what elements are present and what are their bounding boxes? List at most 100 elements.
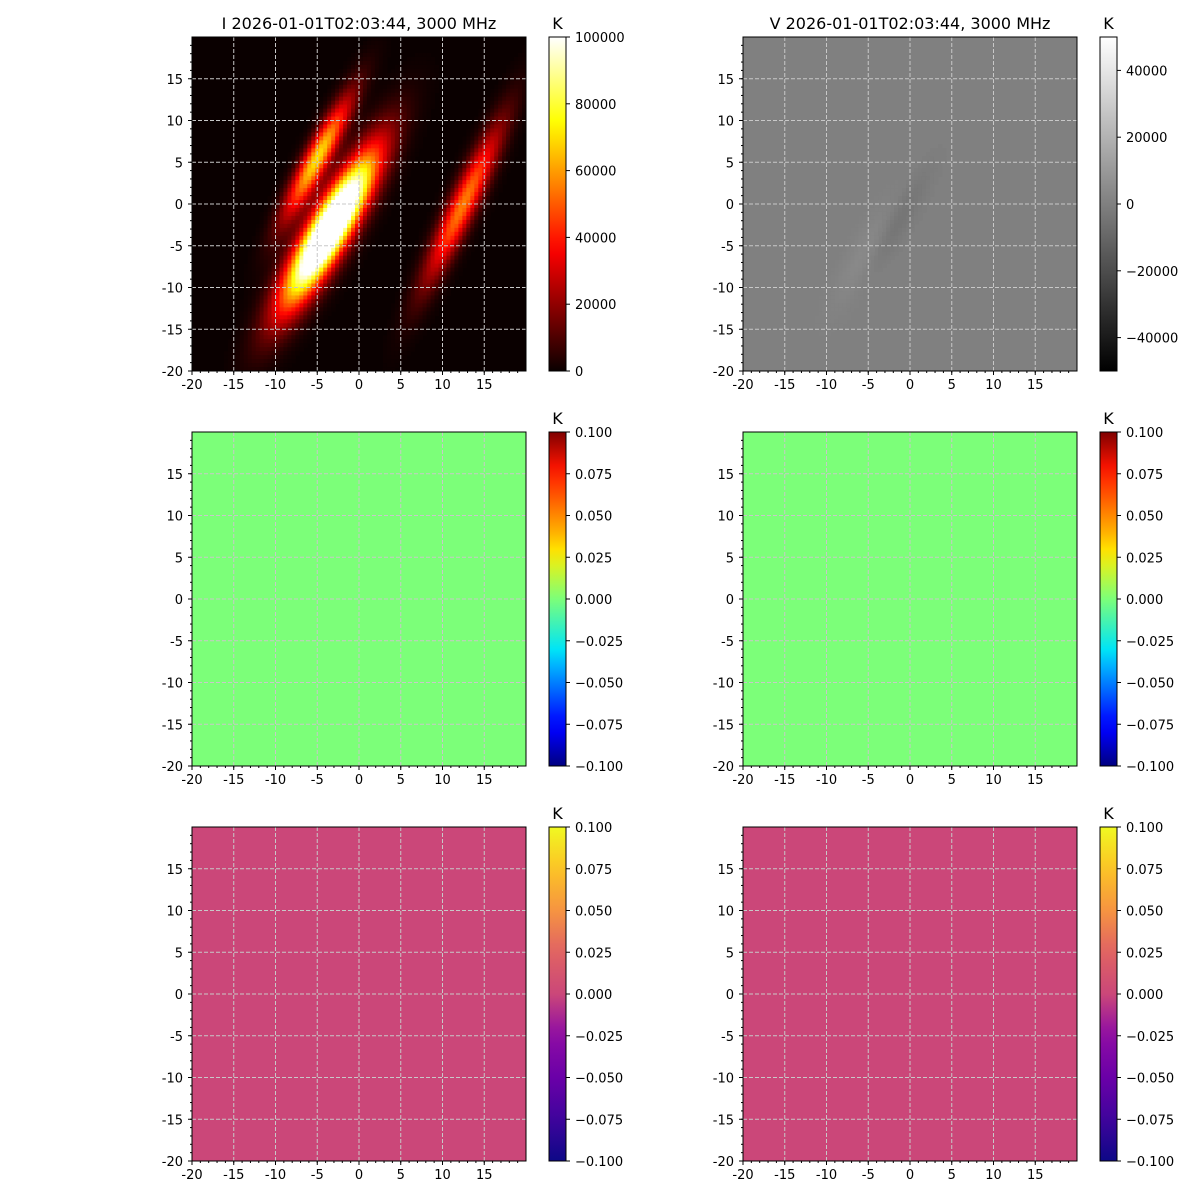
heatmap-cell	[382, 164, 388, 169]
heatmap-cell	[378, 104, 384, 110]
heatmap-cell	[430, 96, 436, 102]
heatmap-cell	[311, 204, 316, 209]
heatmap-cell	[510, 108, 515, 114]
heatmap-cell	[359, 204, 364, 209]
heatmap-cell	[890, 235, 895, 241]
heatmap-cell	[343, 227, 348, 233]
heatmap-cell	[450, 219, 456, 225]
heatmap-cell	[283, 235, 289, 241]
heatmap-cell	[458, 184, 463, 189]
heatmap-cell	[482, 219, 487, 225]
heatmap-cell	[430, 219, 436, 225]
heatmap-cell	[339, 84, 344, 90]
heatmap-cell	[247, 263, 253, 269]
heatmap-cell	[323, 247, 328, 253]
heatmap-cell	[287, 335, 293, 340]
heatmap-cell	[331, 112, 336, 118]
heatmap-cell	[386, 108, 392, 114]
heatmap-cell	[351, 235, 356, 241]
heatmap-cell	[287, 156, 293, 161]
heatmap-cell	[402, 140, 408, 145]
heatmap-cell	[331, 188, 336, 193]
heatmap-cell	[267, 347, 273, 352]
heatmap-cell	[446, 259, 452, 265]
heatmap-cell	[454, 215, 460, 221]
heatmap-cell	[307, 124, 312, 130]
heatmap-cell	[450, 263, 456, 269]
heatmap-cell	[826, 283, 832, 289]
heatmap-cell	[921, 200, 927, 205]
heatmap-cell	[327, 239, 332, 245]
heatmap-cell	[343, 176, 348, 181]
heatmap-cell	[359, 52, 364, 58]
heatmap-cell	[311, 315, 316, 320]
heatmap-cell	[374, 48, 380, 54]
heatmap-cell	[394, 68, 400, 74]
heatmap-cell	[446, 283, 452, 289]
heatmap-cell	[842, 271, 847, 277]
heatmap-cell	[335, 136, 340, 141]
heatmap-cell	[263, 255, 269, 261]
heatmap-cell	[307, 152, 312, 157]
heatmap-cell	[862, 247, 867, 253]
heatmap-cell	[414, 263, 420, 269]
heatmap-cell	[426, 227, 432, 233]
heatmap-cell	[319, 204, 324, 209]
heatmap-cell	[842, 311, 847, 316]
heatmap-cell	[339, 271, 344, 277]
heatmap-cell	[374, 132, 380, 138]
heatmap-cell	[386, 48, 392, 54]
heatmap-cell	[319, 116, 324, 122]
heatmap-cell	[410, 311, 416, 316]
heatmap-cell	[394, 192, 400, 197]
heatmap-cell	[311, 287, 316, 293]
heatmap-cell	[486, 164, 491, 169]
colorbar-tick-label: 100000	[575, 31, 625, 46]
colorbar-unit-label: K	[552, 804, 563, 823]
heatmap-cell	[410, 84, 416, 90]
heatmap-cell	[347, 251, 352, 257]
heatmap-cell	[410, 307, 416, 312]
heatmap-cell	[323, 211, 328, 217]
heatmap-cell	[890, 192, 895, 197]
heatmap-cell	[283, 275, 289, 281]
heatmap-cell	[275, 299, 281, 305]
heatmap-cell	[263, 331, 269, 336]
heatmap-cell	[271, 347, 277, 352]
heatmap-cell	[498, 176, 503, 181]
heatmap-cell	[351, 112, 356, 118]
heatmap-cell	[351, 116, 356, 122]
heatmap-cell	[510, 96, 515, 102]
heatmap-cell	[410, 76, 416, 82]
heatmap-cell	[838, 255, 844, 261]
heatmap-cell	[362, 72, 368, 78]
heatmap-cell	[474, 164, 479, 169]
heatmap-cell	[299, 176, 304, 181]
heatmap-cell	[227, 347, 233, 352]
heatmap-cell	[247, 347, 253, 352]
heatmap-cell	[394, 315, 400, 320]
heatmap-cell	[351, 243, 356, 249]
heatmap-cell	[331, 207, 336, 213]
heatmap-cell	[498, 124, 503, 130]
heatmap-cell	[366, 172, 372, 177]
heatmap-cell	[426, 96, 432, 102]
heatmap-cell	[283, 196, 289, 201]
heatmap-cell	[251, 287, 257, 293]
heatmap-cell	[826, 307, 832, 312]
heatmap-cell	[902, 215, 907, 221]
heatmap-cell	[279, 367, 285, 371]
heatmap-cell	[275, 331, 281, 336]
heatmap-cell	[426, 64, 432, 70]
heatmap-cell	[323, 255, 328, 261]
heatmap-cell	[355, 104, 360, 110]
heatmap-cell	[359, 136, 364, 141]
heatmap-cell	[434, 227, 440, 233]
heatmap-cell	[283, 335, 289, 340]
heatmap-cell	[299, 215, 304, 221]
heatmap-cell	[822, 295, 828, 301]
heatmap-cell	[355, 132, 360, 138]
heatmap-cell	[410, 104, 416, 110]
heatmap-cell	[343, 148, 348, 153]
heatmap-cell	[255, 363, 261, 368]
